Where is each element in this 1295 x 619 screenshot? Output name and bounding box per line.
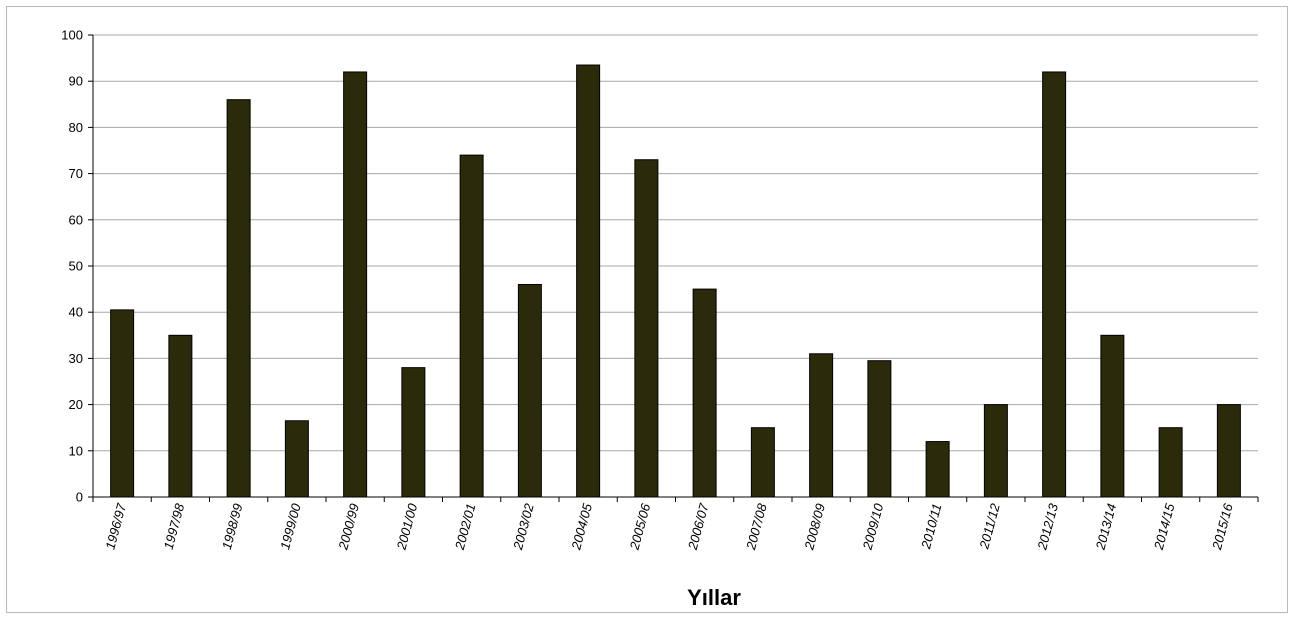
bar-1998-99: [226, 99, 251, 498]
x-tick-label: 1998/99: [219, 502, 246, 551]
bars: [110, 64, 1241, 498]
bar-2015-16: [1216, 404, 1241, 498]
bar-2007-08: [750, 427, 775, 498]
x-tick-label: 2013/14: [1092, 502, 1119, 552]
bar-2012-13: [1042, 71, 1067, 498]
x-tick-label: 2010/11: [918, 502, 945, 551]
bar-2011-12: [983, 404, 1008, 498]
bar-2000-99: [343, 71, 368, 498]
bar-2006-07: [692, 288, 717, 498]
y-tick-label: 80: [69, 120, 83, 135]
x-tick-label: 2009/10: [859, 501, 886, 552]
y-tick-label: 100: [61, 28, 83, 43]
y-tick-label: 70: [69, 166, 83, 181]
bar-2005-06: [634, 159, 659, 498]
bar-2009-10: [867, 360, 892, 498]
bar-2013-14: [1100, 334, 1125, 498]
bar-2008-09: [809, 353, 834, 498]
x-tick-label: 2005/06: [626, 501, 653, 552]
x-tick-label: 2001/00: [393, 501, 420, 552]
x-tick-label: 2003/02: [510, 501, 537, 552]
x-tick-label: 1997/98: [161, 501, 188, 551]
bar-2004-05: [576, 64, 601, 498]
bar-1997-98: [168, 334, 193, 498]
y-tick-label: 50: [69, 259, 83, 274]
x-tick-label: 2011/12: [976, 501, 1003, 551]
bar-1996-97: [110, 309, 135, 498]
x-tick-label: 2012/13: [1034, 501, 1061, 552]
y-tick-label: 40: [69, 305, 83, 320]
bar-2014-15: [1158, 427, 1183, 498]
y-tick-label: 0: [76, 490, 83, 505]
x-tick-label: 2015/16: [1209, 501, 1236, 552]
y-tick-label: 30: [69, 351, 83, 366]
x-tick-label: 2008/09: [801, 502, 828, 552]
gridlines: [93, 34, 1258, 452]
y-tick-label: 10: [69, 443, 83, 458]
x-tick-label: 1999/00: [277, 501, 304, 551]
x-tick-label: 2014/15: [1151, 501, 1178, 552]
x-tick-label: 2000/99: [335, 502, 362, 552]
x-tick-label: 2004/05: [568, 501, 595, 552]
bar-2002-01: [459, 154, 484, 498]
x-axis-title: Yıllar: [687, 585, 741, 610]
y-tick-label: 20: [69, 397, 83, 412]
bar-2010-11: [925, 441, 950, 498]
x-tick-label: 2007/08: [743, 501, 770, 552]
bar-1999-00: [284, 420, 309, 498]
y-tick-label: 60: [69, 212, 83, 227]
x-tick-label: 2002/01: [452, 502, 479, 552]
x-tick-label: 2006/07: [685, 501, 712, 552]
x-tick-label: 1996/97: [102, 501, 129, 551]
y-tick-label: 90: [69, 74, 83, 89]
bar-2003-02: [517, 283, 542, 498]
y-tick-labels: 0 10 20 30 40 50 60 70 80 90 100: [61, 28, 93, 505]
bar-2001-00: [401, 367, 426, 498]
x-tick-labels: 1996/97 1997/98 1998/99 1999/00 2000/99 2001/…: [92, 497, 1259, 552]
